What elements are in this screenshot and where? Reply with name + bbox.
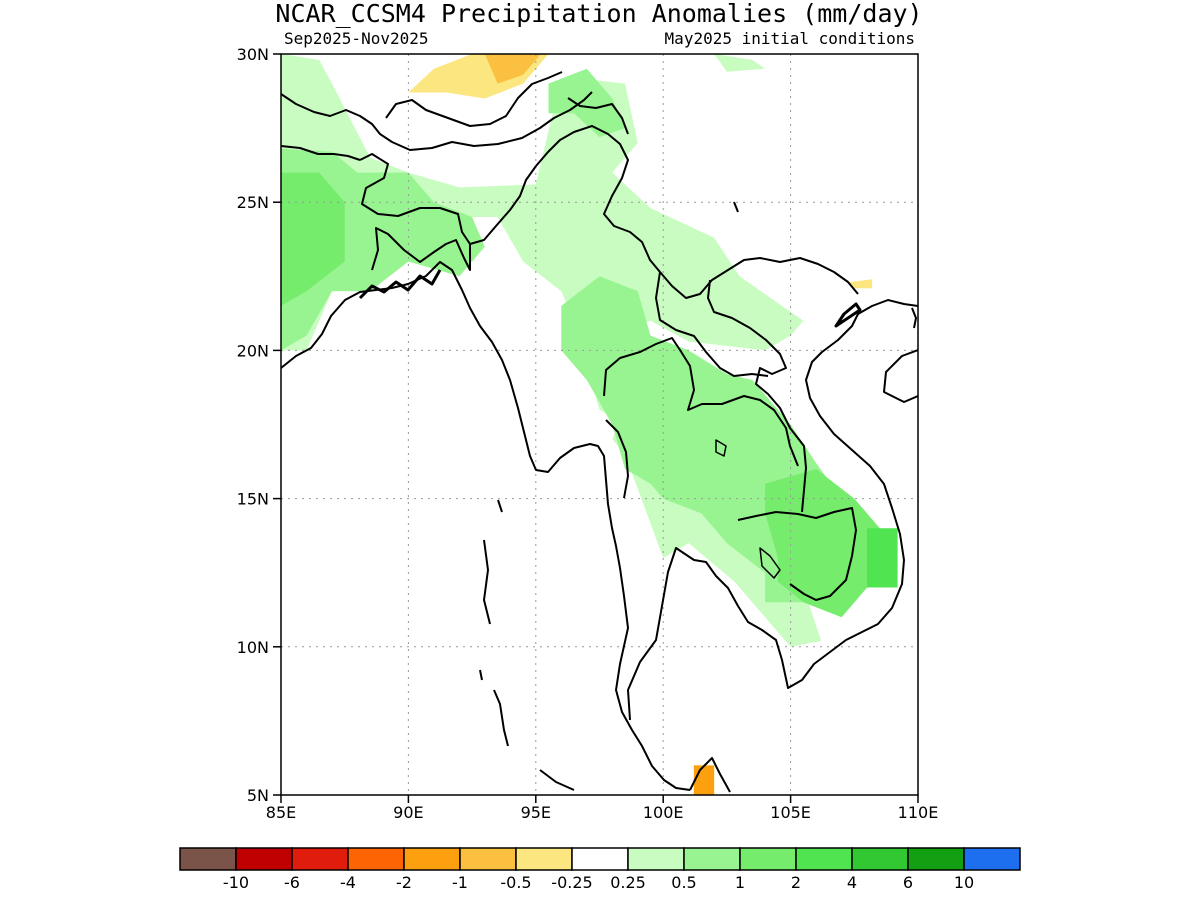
- colorbar-label: 1: [735, 873, 745, 892]
- lon-tick-label: 110E: [898, 803, 939, 822]
- lat-tick-label: 5N: [247, 786, 269, 805]
- colorbar-swatch: [291, 847, 349, 871]
- colorbar-label: -2: [396, 873, 412, 892]
- anomaly-region-pos-0-25: [714, 54, 766, 72]
- colorbar-label: -10: [223, 873, 249, 892]
- colorbar-swatch: [739, 847, 797, 871]
- colorbar-label: 0.25: [610, 873, 646, 892]
- anomaly-region-pos-0-5: [548, 68, 625, 137]
- lat-tick-label: 20N: [237, 341, 269, 360]
- colorbar-swatch: [571, 847, 629, 871]
- lon-tick-label: 100E: [643, 803, 684, 822]
- initial-conditions-label: May2025 initial conditions: [665, 29, 915, 48]
- colorbar-swatch: [515, 847, 573, 871]
- colorbar-swatch: [851, 847, 909, 871]
- anomaly-region-neg-1: [693, 765, 715, 795]
- anomaly-region-neg-0-25: [849, 279, 873, 289]
- colorbar-swatch: [347, 847, 405, 871]
- colorbar-swatch: [403, 847, 461, 871]
- figure-title: NCAR_CCSM4 Precipitation Anomalies (mm/d…: [275, 0, 922, 28]
- colorbar-swatch: [459, 847, 517, 871]
- lon-tick-label: 95E: [521, 803, 551, 822]
- anomaly-region-neg-0-5: [484, 54, 541, 84]
- anomaly-region-pos-1: [281, 172, 345, 306]
- colorbar-swatch: [683, 847, 741, 871]
- lat-tick-label: 10N: [237, 638, 269, 657]
- colorbar-label: -0.5: [500, 873, 531, 892]
- anomaly-region-pos-1: [765, 469, 880, 618]
- anomaly-shading: [281, 54, 898, 795]
- season-label: Sep2025-Nov2025: [284, 29, 429, 48]
- map-axes: 85E 90E 95E 100E 105E 110E 5N 10N 15N 20N 25N 30N: [237, 45, 939, 822]
- anomaly-region-pos-0-25: [281, 54, 822, 647]
- colorbar-label: -1: [452, 873, 468, 892]
- colorbar-label: -4: [340, 873, 356, 892]
- lat-tick-label: 30N: [237, 45, 269, 64]
- colorbar-swatch: [627, 847, 685, 871]
- colorbar: -10 -6 -4 -2 -1 -0.5 -0.25 0.25 0.5 1 2 4 6 10: [179, 847, 1021, 892]
- colorbar-swatch: [795, 847, 853, 871]
- lat-tick-label: 25N: [237, 193, 269, 212]
- colorbar-label: 4: [847, 873, 857, 892]
- colorbar-swatch: [963, 847, 1021, 871]
- colorbar-label: -0.25: [551, 873, 592, 892]
- colorbar-label: 2: [791, 873, 801, 892]
- colorbar-swatch: [235, 847, 293, 871]
- anomaly-region-pos-2: [867, 528, 898, 588]
- colorbar-label: 6: [903, 873, 913, 892]
- colorbar-label: 0.5: [671, 873, 696, 892]
- colorbar-swatch: [907, 847, 965, 871]
- lon-tick-label: 105E: [770, 803, 811, 822]
- colorbar-swatch: [179, 847, 237, 871]
- lat-tick-label: 15N: [237, 490, 269, 509]
- map-frame: [280, 53, 919, 796]
- lat-lon-grid: [281, 54, 918, 795]
- lon-tick-label: 85E: [266, 803, 296, 822]
- colorbar-label: -6: [284, 873, 300, 892]
- lon-tick-label: 90E: [393, 803, 423, 822]
- colorbar-label: 10: [954, 873, 974, 892]
- coastlines-and-borders: [281, 71, 918, 793]
